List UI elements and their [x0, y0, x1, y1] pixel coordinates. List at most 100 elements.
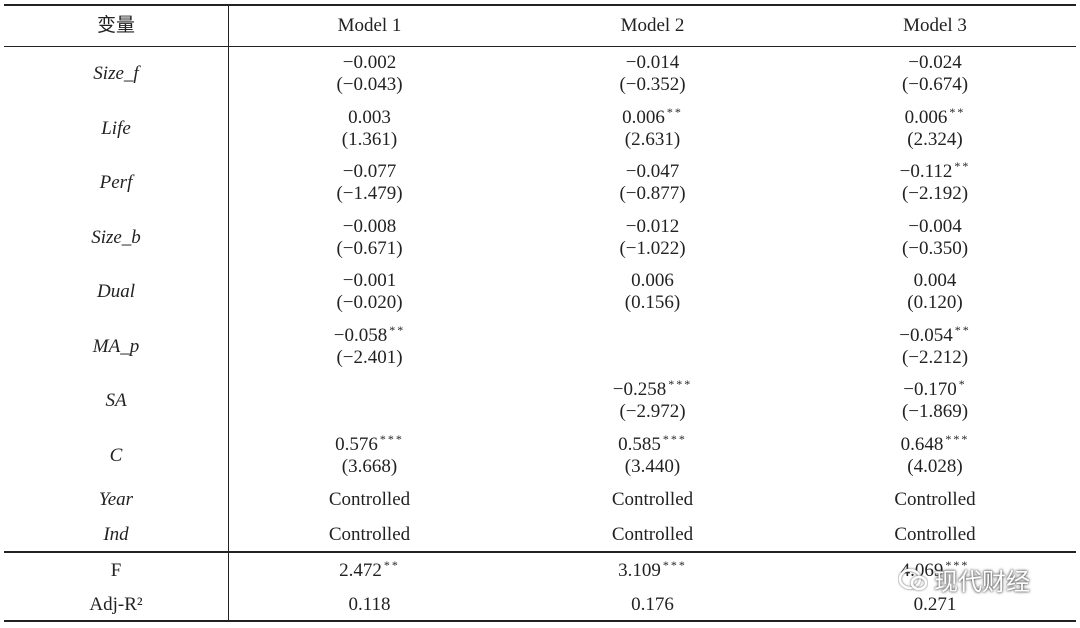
header-text: 变量 [96, 15, 135, 36]
significance: ** [666, 104, 683, 119]
t-stat: (−0.352) [619, 74, 685, 96]
value: −0.012 [625, 215, 680, 237]
t-stat: (−0.674) [902, 74, 968, 96]
t-stat-text: (3.440) [624, 455, 681, 477]
t-stat: (−1.869) [902, 401, 968, 423]
significance: ** [954, 322, 971, 337]
watermark-icon [898, 568, 928, 590]
coef-cell: −0.077 (−1.479) [228, 156, 511, 211]
coef-cell: 0.576 *** (3.668) [228, 429, 511, 484]
value-line: −0.002 [343, 52, 396, 74]
stats-rule [4, 551, 1076, 553]
value-line: 0.585 *** [618, 431, 687, 456]
coef-cell: −0.004 (−0.350) [794, 211, 1076, 266]
value-line: −0.112 ** [900, 159, 971, 183]
t-stat-text: (−0.350) [901, 237, 969, 259]
coef-cell: −0.024 (−0.674) [794, 47, 1076, 102]
stat-value: 0.271 [913, 593, 957, 615]
header-rule [4, 46, 1076, 47]
t-stat: (1.361) [342, 129, 397, 151]
value: 0.648 [900, 433, 944, 455]
coef-cell: −0.001 (−0.020) [228, 265, 511, 320]
coef-cell: −0.054 ** (−2.212) [794, 320, 1076, 375]
control-text: Controlled [611, 523, 694, 545]
stat-value: 0.118 [348, 593, 391, 615]
value: 0.006 [631, 270, 674, 292]
coef-cell: −0.170 * (−1.869) [794, 374, 1076, 429]
t-stat-text: (−0.352) [619, 74, 686, 96]
value: −0.058 [333, 324, 388, 346]
row-label: F [4, 553, 228, 589]
header-cell: Model 3 [794, 6, 1076, 46]
stat-cell: 3.109 *** [511, 553, 794, 589]
row-label: Size_f [4, 47, 228, 102]
control-cell: Controlled [228, 483, 511, 518]
value: −0.054 [899, 324, 953, 346]
t-stat: (−0.877) [619, 183, 685, 205]
variable-name: Year [98, 489, 134, 511]
t-stat: (−0.671) [336, 238, 402, 260]
coef-cell [228, 374, 511, 429]
t-stat: (2.631) [625, 129, 680, 151]
control-cell: Controlled [228, 518, 511, 553]
value: −0.047 [625, 161, 680, 183]
header-cell: Model 2 [511, 6, 794, 46]
coef-cell: 0.006 ** (2.631) [511, 102, 794, 157]
t-stat-text: (−0.043) [336, 74, 403, 96]
t-stat-text: (2.631) [624, 128, 681, 150]
row-label: Dual [4, 265, 228, 320]
variable-name: SA [105, 390, 127, 412]
significance: * [958, 377, 967, 392]
value: 0.585 [618, 433, 661, 455]
value-line: −0.258 *** [612, 377, 693, 401]
stat-line: 2.472 ** [339, 559, 400, 582]
significance: *** [668, 377, 693, 392]
value-line: −0.054 ** [899, 322, 971, 347]
t-stat-text: (−0.877) [619, 183, 686, 205]
row-label: Size_b [4, 211, 228, 266]
value-line: −0.047 [626, 161, 679, 183]
value: −0.258 [612, 379, 667, 401]
stat-cell: 4.069 *** [794, 553, 1076, 589]
control-text: Controlled [328, 523, 411, 545]
row-label: C [4, 429, 228, 484]
stat-value: 4.069 [900, 560, 944, 581]
value-line: −0.012 [626, 216, 679, 238]
variable-name: Perf [99, 172, 133, 194]
header-cell: Model 1 [228, 6, 511, 46]
row-label: Year [4, 483, 228, 518]
header-cell: 变量 [4, 6, 228, 46]
stat-name: F [110, 560, 122, 581]
variable-name: C [109, 444, 123, 466]
t-stat-text: (0.120) [907, 292, 963, 314]
stat-cell: 0.271 [794, 589, 1076, 620]
column-rule [228, 5, 229, 620]
t-stat: (−0.043) [336, 74, 402, 96]
variable-name: Life [101, 117, 131, 139]
t-stat-text: (−1.479) [336, 183, 403, 205]
bottom-rule [4, 620, 1076, 622]
t-stat: (−1.022) [619, 238, 685, 260]
coef-cell: 0.585 *** (3.440) [511, 429, 794, 484]
value-line: 0.006 ** [622, 104, 683, 129]
t-stat-text: (3.668) [341, 455, 398, 477]
t-stat: (3.668) [342, 456, 397, 478]
value-line: −0.008 [343, 216, 396, 238]
value: 0.004 [913, 270, 957, 292]
value: −0.170 [903, 379, 957, 401]
t-stat: (−0.020) [336, 292, 402, 314]
row-label: MA_p [4, 320, 228, 375]
value: 0.006 [904, 106, 948, 128]
stat-cell: 0.176 [511, 589, 794, 620]
significance: *** [662, 431, 687, 446]
significance: ** [949, 104, 966, 119]
t-stat: (2.324) [907, 129, 962, 151]
coef-cell: −0.008 (−0.671) [228, 211, 511, 266]
t-stat-text: (−0.671) [336, 237, 403, 259]
control-text: Controlled [894, 489, 976, 511]
significance: ** [954, 159, 971, 174]
stat-line: 4.069 *** [900, 559, 970, 582]
value: −0.002 [342, 52, 397, 74]
coef-cell: −0.047 (−0.877) [511, 156, 794, 211]
row-label: Perf [4, 156, 228, 211]
